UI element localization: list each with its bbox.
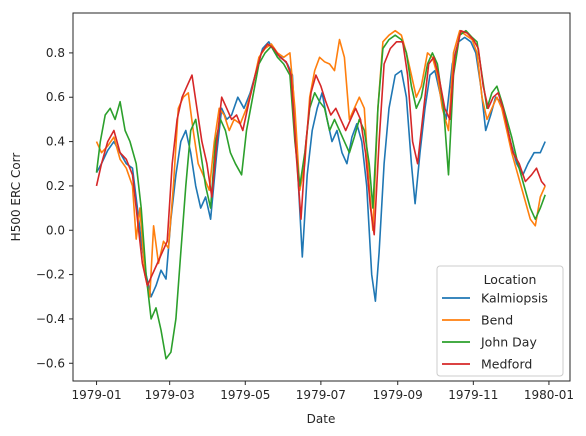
- y-tick-label: −0.4: [36, 312, 65, 326]
- legend-label: John Day: [480, 335, 537, 350]
- series-line-kalmiopsis: [95, 36, 546, 302]
- y-tick-label: 0.4: [46, 135, 65, 149]
- legend-label: Medford: [481, 357, 532, 372]
- x-tick-label: 1979-01: [71, 388, 121, 402]
- plot-frame: [72, 12, 571, 382]
- y-tick-label: −0.2: [36, 268, 65, 282]
- y-tick-label: 0.0: [46, 223, 65, 237]
- legend-box: [436, 265, 564, 377]
- legend-entries: Kalmiopsis Bend John Day Medford: [442, 291, 548, 372]
- plot-lines: [95, 29, 546, 360]
- x-axis-title: Date: [307, 412, 336, 426]
- series-line-medford: [95, 29, 546, 287]
- y-tick-label: 0.2: [46, 179, 65, 193]
- legend-label: Kalmiopsis: [481, 291, 548, 306]
- y-tick-label: 0.8: [46, 46, 65, 60]
- y-axis-title: H500 ERC Corr: [9, 153, 23, 242]
- legend: Location Kalmiopsis Bend John Day Medford: [436, 265, 564, 377]
- legend-label: Bend: [481, 313, 513, 328]
- x-axis: 1979-01 1979-03 1979-05 1979-07 1979-09 1979-…: [71, 381, 574, 402]
- x-tick-label: 1979-11: [448, 388, 498, 402]
- x-tick-label: 1979-07: [296, 388, 346, 402]
- legend-title: Location: [484, 272, 537, 287]
- x-tick-label: 1980-01: [524, 388, 574, 402]
- y-axis: −0.6 −0.4 −0.2 0.0 0.2 0.4 0.6 0.8: [36, 46, 73, 370]
- series-line-bend: [95, 29, 546, 298]
- x-tick-label: 1979-03: [145, 388, 195, 402]
- y-tick-label: −0.6: [36, 356, 65, 370]
- y-tick-label: 0.6: [46, 90, 65, 104]
- x-tick-label: 1979-09: [373, 388, 423, 402]
- x-tick-label: 1979-05: [220, 388, 270, 402]
